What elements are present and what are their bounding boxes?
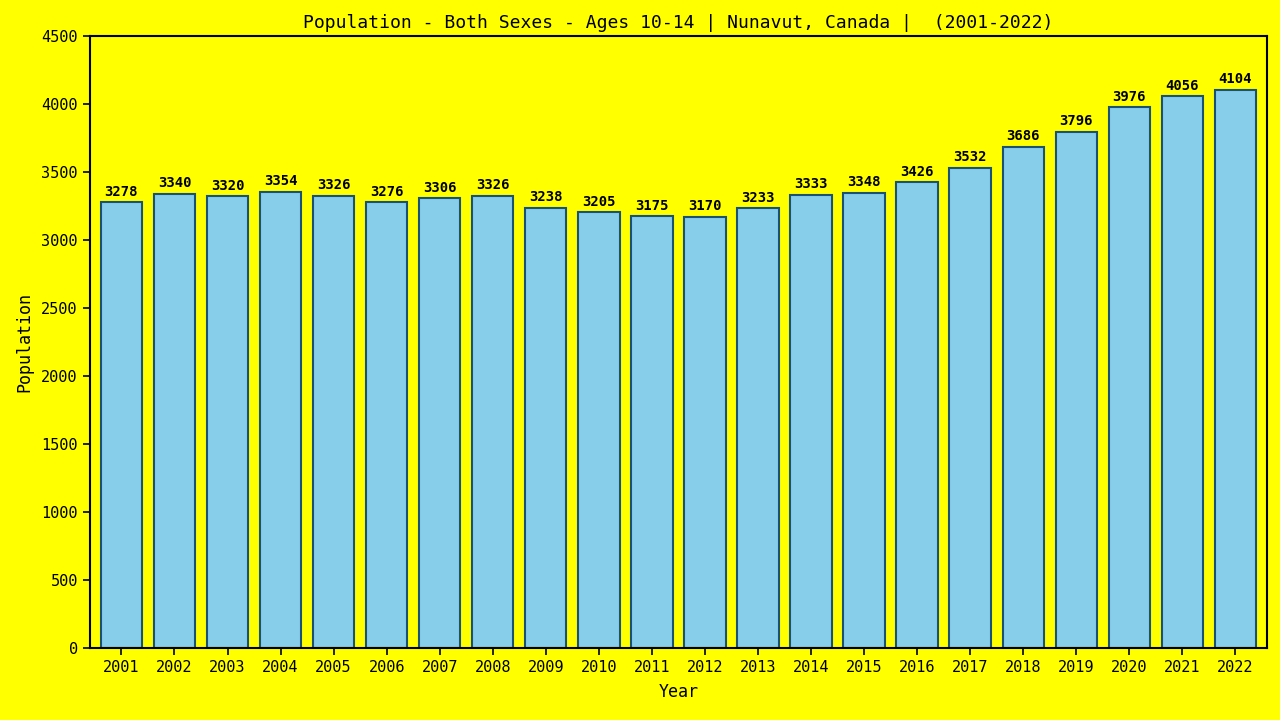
- Text: 3205: 3205: [582, 194, 616, 209]
- Bar: [101, 202, 142, 648]
- Bar: [1162, 96, 1203, 648]
- Text: 4104: 4104: [1219, 73, 1252, 86]
- Text: 3276: 3276: [370, 185, 403, 199]
- Bar: [685, 217, 726, 648]
- Text: 3306: 3306: [422, 181, 457, 195]
- Bar: [207, 197, 248, 648]
- X-axis label: Year: Year: [658, 683, 699, 701]
- Bar: [472, 196, 513, 648]
- Bar: [260, 192, 301, 648]
- Bar: [896, 182, 938, 648]
- Text: 3340: 3340: [157, 176, 191, 190]
- Text: 3175: 3175: [635, 199, 668, 213]
- Bar: [790, 194, 832, 648]
- Text: 3348: 3348: [847, 175, 881, 189]
- Bar: [366, 202, 407, 648]
- Y-axis label: Population: Population: [15, 292, 33, 392]
- Bar: [525, 207, 567, 648]
- Text: 3326: 3326: [476, 179, 509, 192]
- Text: 3278: 3278: [105, 185, 138, 199]
- Text: 3426: 3426: [900, 165, 934, 179]
- Bar: [1215, 90, 1256, 648]
- Bar: [154, 194, 195, 648]
- Text: 3320: 3320: [211, 179, 244, 193]
- Bar: [1108, 107, 1149, 648]
- Title: Population - Both Sexes - Ages 10-14 | Nunavut, Canada |  (2001-2022): Population - Both Sexes - Ages 10-14 | N…: [303, 14, 1053, 32]
- Bar: [950, 168, 991, 648]
- Text: 3354: 3354: [264, 174, 297, 189]
- Bar: [1002, 147, 1044, 648]
- Text: 3333: 3333: [795, 177, 828, 192]
- Bar: [631, 216, 672, 648]
- Bar: [737, 208, 778, 648]
- Text: 3170: 3170: [689, 199, 722, 213]
- Bar: [312, 196, 355, 648]
- Text: 3233: 3233: [741, 191, 774, 205]
- Text: 3238: 3238: [529, 190, 562, 204]
- Bar: [844, 193, 884, 648]
- Text: 4056: 4056: [1166, 79, 1199, 93]
- Text: 3976: 3976: [1112, 90, 1146, 104]
- Bar: [1056, 132, 1097, 648]
- Text: 3796: 3796: [1060, 114, 1093, 128]
- Text: 3532: 3532: [954, 150, 987, 164]
- Text: 3326: 3326: [317, 179, 351, 192]
- Bar: [579, 212, 620, 648]
- Text: 3686: 3686: [1006, 130, 1039, 143]
- Bar: [419, 199, 461, 648]
